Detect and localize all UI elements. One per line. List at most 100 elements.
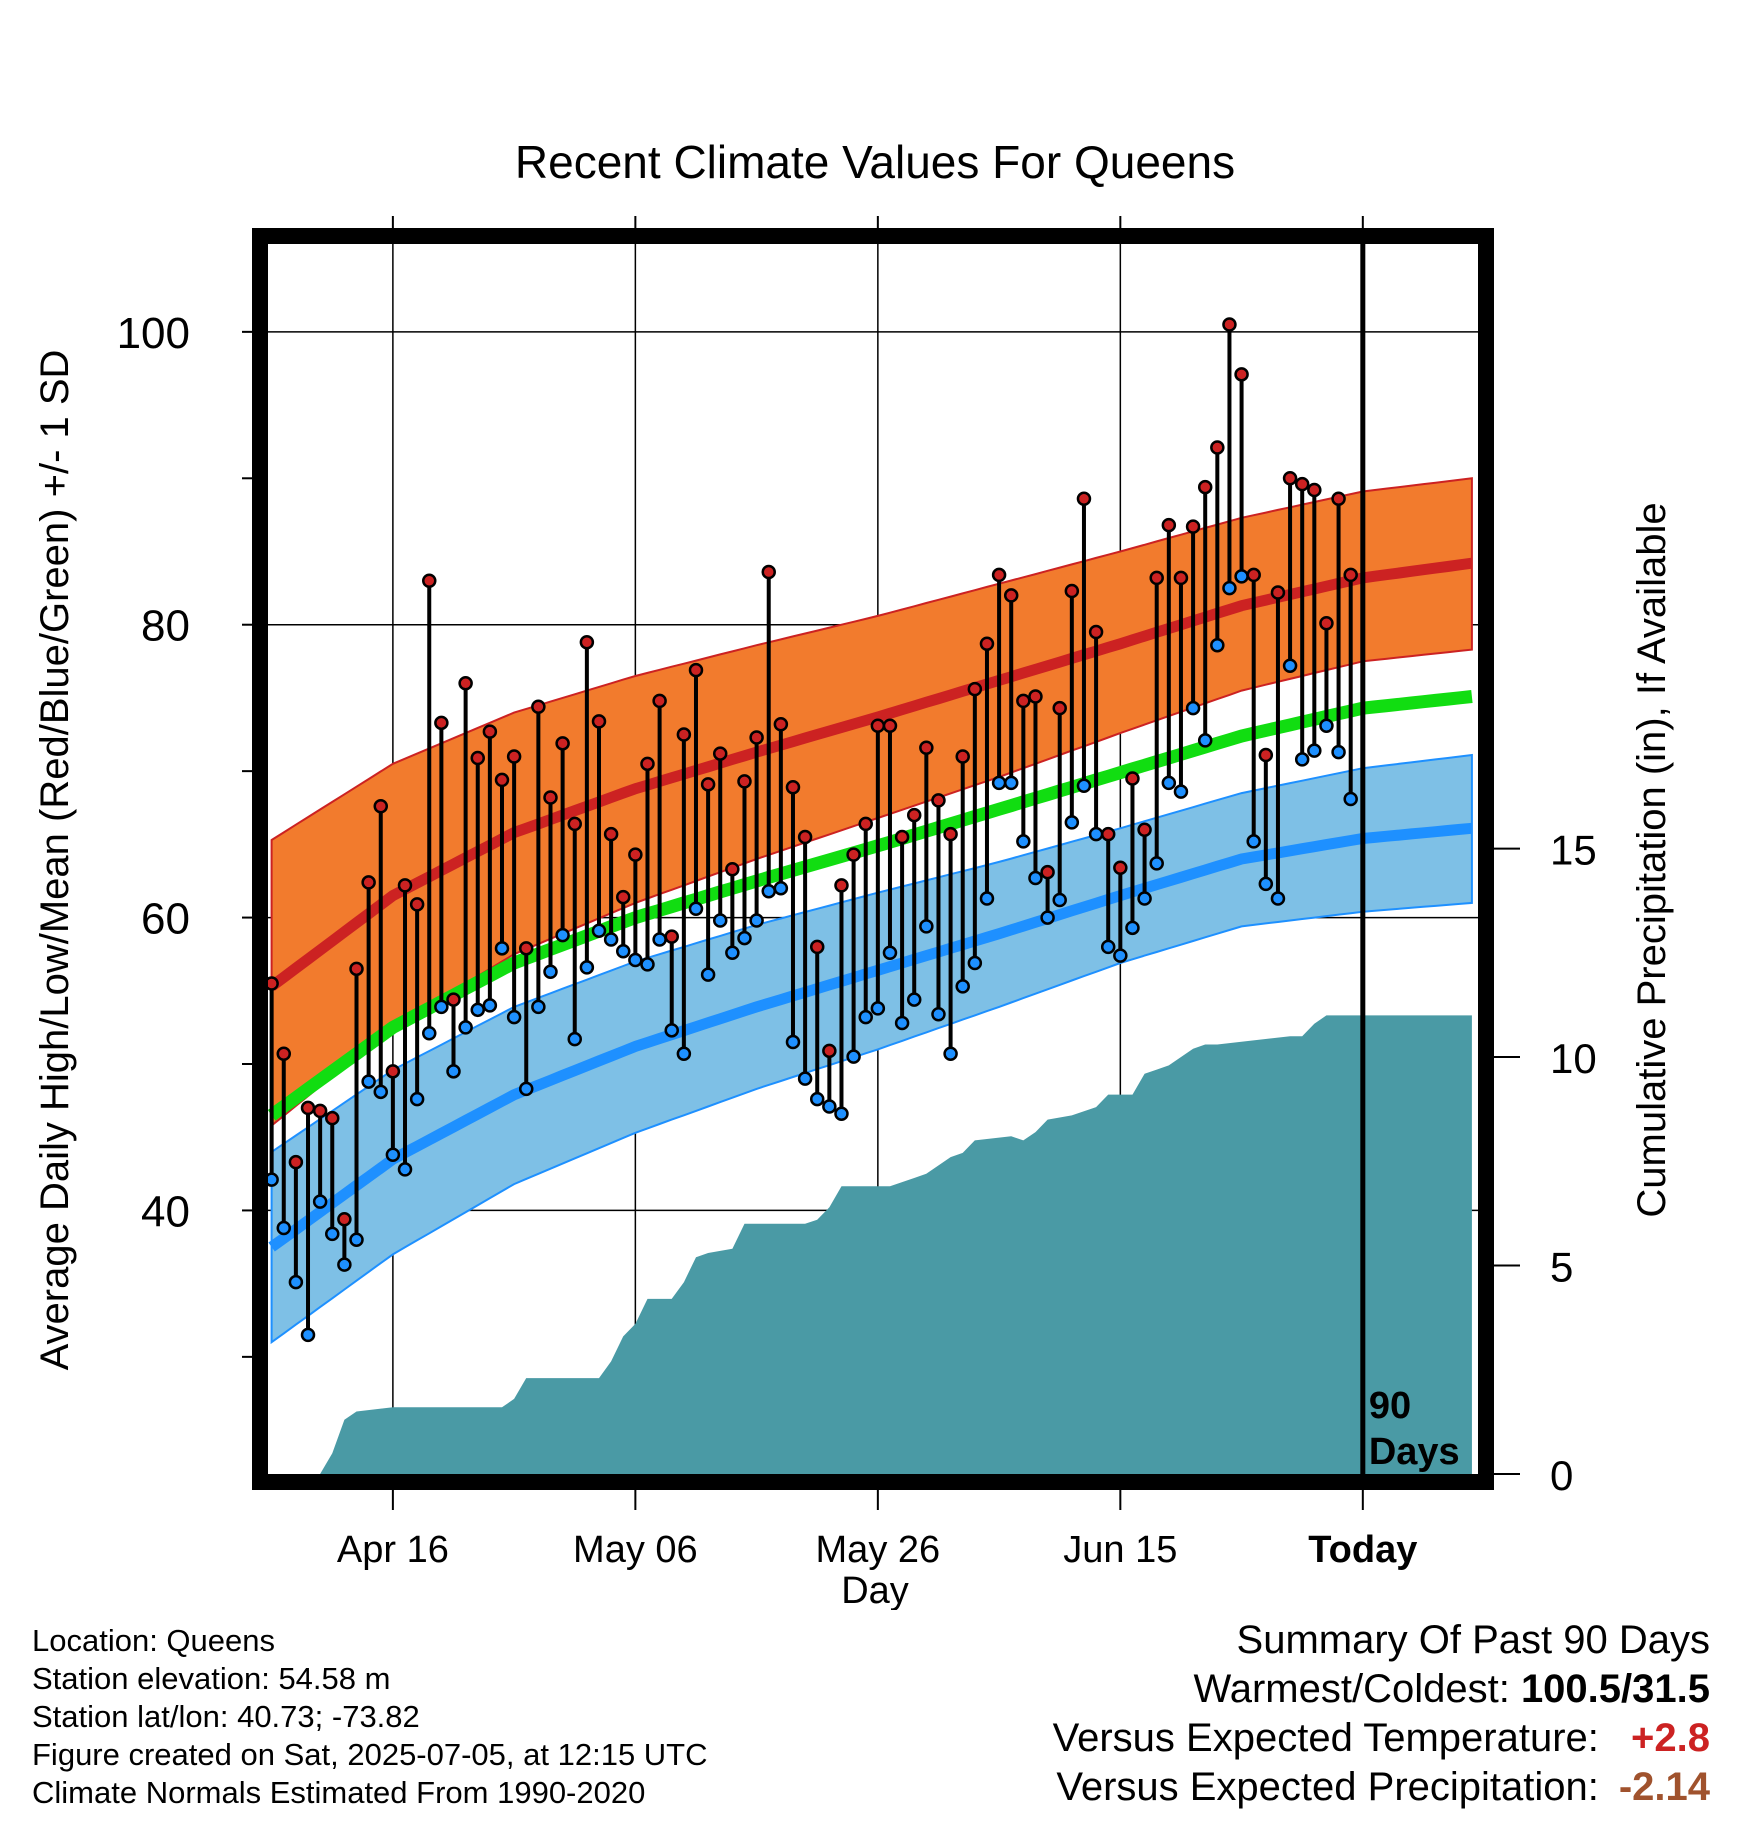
daily-high-point <box>361 875 376 890</box>
daily-low-point <box>312 1194 328 1209</box>
daily-low-point <box>894 1015 910 1031</box>
daily-low-point <box>591 923 607 938</box>
daily-high-point <box>567 816 582 832</box>
summary-temp-value: +2.8 <box>1631 1716 1710 1760</box>
summary-panel: Summary Of Past 90 Days Warmest/Coldest:… <box>1053 1618 1710 1814</box>
daily-low-point <box>1294 752 1310 767</box>
y-axis-right-label: Cumulative Precipitation (in), If Availa… <box>1630 502 1674 1217</box>
daily-high-point <box>882 718 898 733</box>
daily-high-point <box>737 774 752 789</box>
summary-precip-label: Versus Expected Precipitation: <box>1056 1765 1599 1809</box>
daily-high-point <box>712 746 728 761</box>
daily-high-point <box>700 777 716 792</box>
daily-high-point <box>1100 826 1116 842</box>
daily-low-point <box>725 945 740 960</box>
y-tick-label: 60 <box>141 895 190 944</box>
daily-low-point <box>446 1064 461 1079</box>
daily-high-point <box>300 1100 316 1116</box>
daily-low-point <box>628 952 643 968</box>
daily-low-point <box>858 1009 873 1025</box>
daily-high-point <box>397 878 413 893</box>
daily-low-point <box>870 1001 886 1016</box>
daily-low-point <box>1173 784 1189 799</box>
summary-temp: Versus Expected Temperature: +2.8 <box>1053 1716 1710 1765</box>
x-tick-label: May 26 <box>816 1529 941 1571</box>
daily-low-point <box>349 1232 364 1247</box>
daily-low-point <box>1137 891 1152 906</box>
daily-low-point <box>337 1257 352 1272</box>
daily-high-point <box>906 807 922 823</box>
daily-low-point <box>1100 939 1116 955</box>
daily-low-point <box>955 979 970 994</box>
daily-high-point <box>1246 567 1261 583</box>
y-tick-label: 40 <box>141 1187 190 1236</box>
daily-low-point <box>700 967 716 982</box>
daily-low-point <box>1282 658 1298 673</box>
y-right-tick-label: 10 <box>1550 1035 1597 1082</box>
daily-low-point <box>518 1081 534 1097</box>
info-created: Figure created on Sat, 2025-07-05, at 12… <box>32 1737 708 1772</box>
x-tick-label: May 06 <box>573 1529 698 1571</box>
daily-high-point <box>494 772 510 788</box>
daily-high-point <box>1088 624 1104 640</box>
daily-high-point <box>652 693 667 709</box>
daily-low-point <box>749 913 764 928</box>
y-tick-label: 80 <box>141 602 190 651</box>
x-tick-label: Apr 16 <box>337 1529 449 1571</box>
daily-high-point <box>773 717 789 732</box>
today-annotation: Days <box>1369 1431 1460 1473</box>
chart-title: Recent Climate Values For Queens <box>515 136 1235 188</box>
daily-low-point <box>1185 700 1201 716</box>
daily-high-point <box>640 756 655 772</box>
daily-high-point <box>834 878 849 893</box>
daily-low-point <box>809 1091 825 1107</box>
daily-high-point <box>409 897 425 912</box>
y-tick-label: 100 <box>117 309 190 358</box>
daily-low-point <box>797 1071 813 1086</box>
daily-high-point <box>1258 747 1274 763</box>
daily-low-point <box>834 1106 849 1122</box>
daily-low-point <box>1113 948 1128 963</box>
summary-title: Summary Of Past 90 Days <box>1236 1618 1710 1662</box>
daily-high-point <box>349 961 364 977</box>
daily-low-point <box>882 945 898 960</box>
daily-high-point <box>1222 317 1237 332</box>
daily-low-point <box>276 1220 292 1236</box>
daily-low-point <box>1161 775 1177 791</box>
daily-low-point <box>300 1327 316 1343</box>
x-tick-label: Today <box>1308 1529 1417 1571</box>
daily-high-point <box>373 799 389 814</box>
daily-low-point <box>1125 920 1140 936</box>
daily-high-point <box>664 929 679 944</box>
daily-low-point <box>1210 637 1225 653</box>
precip-area <box>271 1015 1472 1474</box>
daily-high-point <box>943 826 958 842</box>
daily-low-point <box>931 1006 946 1022</box>
daily-low-point <box>458 1020 473 1035</box>
normal-high-line <box>268 557 1473 991</box>
daily-high-point <box>761 564 776 580</box>
daily-low-point <box>1149 856 1164 871</box>
normal-mean-line <box>268 690 1473 1121</box>
x-axis-label: Day <box>841 1570 909 1610</box>
today-annotation: 90 <box>1369 1385 1411 1427</box>
daily-high-point <box>725 862 740 877</box>
daily-high-point <box>1052 700 1067 716</box>
daily-high-point <box>979 636 995 651</box>
daily-high-point <box>1197 479 1213 495</box>
daily-low-point <box>664 1023 679 1038</box>
daily-low-point <box>1016 834 1031 849</box>
daily-low-point <box>470 1002 485 1018</box>
daily-high-point <box>518 941 534 956</box>
daily-high-point <box>870 718 886 733</box>
daily-high-point <box>1185 519 1201 534</box>
daily-high-point <box>785 780 801 795</box>
daily-low-point <box>482 998 498 1013</box>
station-info: Location: Queens Station elevation: 54.5… <box>32 1622 708 1812</box>
info-normals: Climate Normals Estimated From 1990-2020 <box>32 1775 646 1810</box>
daily-low-point <box>773 881 789 896</box>
daily-low-point <box>1258 876 1274 892</box>
daily-low-point <box>943 1046 958 1061</box>
daily-high-point <box>1210 440 1225 455</box>
